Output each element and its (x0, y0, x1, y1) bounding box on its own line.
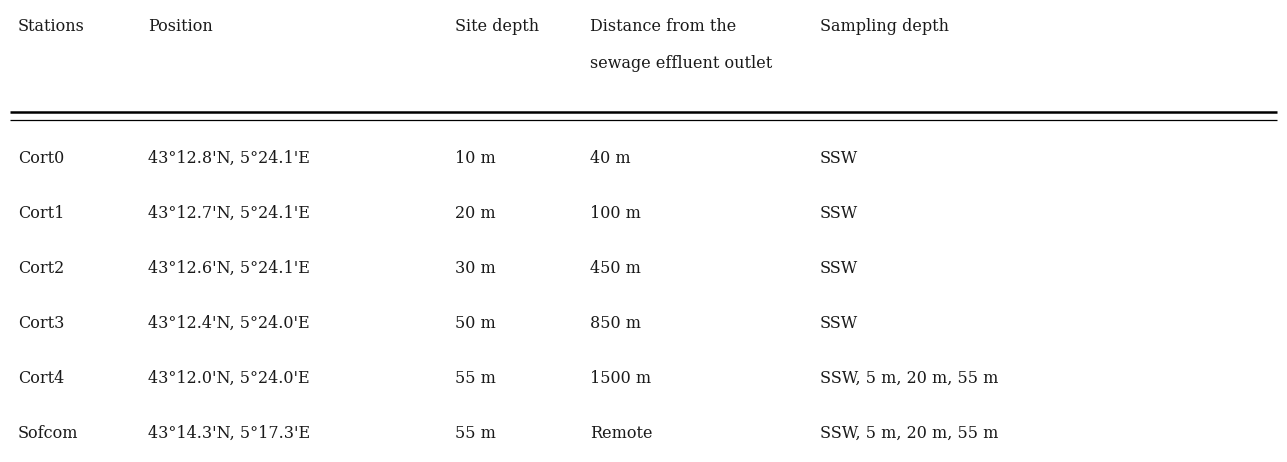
Text: 50 m: 50 m (456, 315, 495, 332)
Text: 43°14.3'N, 5°17.3'E: 43°14.3'N, 5°17.3'E (148, 425, 310, 442)
Text: Cort3: Cort3 (18, 315, 64, 332)
Text: Cort0: Cort0 (18, 150, 64, 167)
Text: Distance from the: Distance from the (589, 18, 736, 35)
Text: 43°12.7'N, 5°24.1'E: 43°12.7'N, 5°24.1'E (148, 205, 310, 222)
Text: SSW, 5 m, 20 m, 55 m: SSW, 5 m, 20 m, 55 m (820, 425, 999, 442)
Text: 40 m: 40 m (589, 150, 631, 167)
Text: Cort1: Cort1 (18, 205, 64, 222)
Text: Cort4: Cort4 (18, 370, 64, 387)
Text: Sofcom: Sofcom (18, 425, 79, 442)
Text: 55 m: 55 m (456, 425, 495, 442)
Text: 100 m: 100 m (589, 205, 641, 222)
Text: SSW: SSW (820, 205, 858, 222)
Text: Cort2: Cort2 (18, 260, 64, 277)
Text: 20 m: 20 m (456, 205, 495, 222)
Text: Stations: Stations (18, 18, 85, 35)
Text: Remote: Remote (589, 425, 653, 442)
Text: 43°12.4'N, 5°24.0'E: 43°12.4'N, 5°24.0'E (148, 315, 310, 332)
Text: 43°12.8'N, 5°24.1'E: 43°12.8'N, 5°24.1'E (148, 150, 310, 167)
Text: SSW: SSW (820, 315, 858, 332)
Text: SSW: SSW (820, 260, 858, 277)
Text: 43°12.0'N, 5°24.0'E: 43°12.0'N, 5°24.0'E (148, 370, 310, 387)
Text: sewage effluent outlet: sewage effluent outlet (589, 55, 772, 72)
Text: 10 m: 10 m (456, 150, 495, 167)
Text: Sampling depth: Sampling depth (820, 18, 949, 35)
Text: 43°12.6'N, 5°24.1'E: 43°12.6'N, 5°24.1'E (148, 260, 310, 277)
Text: 55 m: 55 m (456, 370, 495, 387)
Text: SSW: SSW (820, 150, 858, 167)
Text: 850 m: 850 m (589, 315, 641, 332)
Text: Site depth: Site depth (456, 18, 539, 35)
Text: 30 m: 30 m (456, 260, 495, 277)
Text: SSW, 5 m, 20 m, 55 m: SSW, 5 m, 20 m, 55 m (820, 370, 999, 387)
Text: 1500 m: 1500 m (589, 370, 651, 387)
Text: 450 m: 450 m (589, 260, 641, 277)
Text: Position: Position (148, 18, 212, 35)
